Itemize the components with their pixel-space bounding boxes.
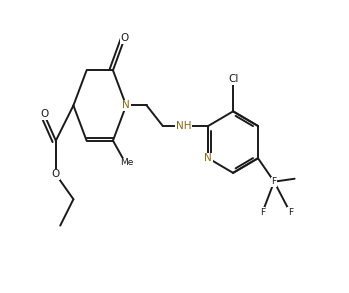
Text: O: O [120, 33, 129, 43]
Text: F: F [272, 177, 277, 186]
Text: N: N [122, 100, 130, 110]
Text: O: O [40, 109, 48, 119]
Text: Me: Me [120, 158, 133, 167]
Text: F: F [260, 208, 265, 217]
Text: NH: NH [176, 121, 191, 131]
Text: O: O [52, 169, 60, 179]
Text: F: F [288, 208, 293, 217]
Text: N: N [204, 153, 212, 163]
Text: Cl: Cl [228, 74, 238, 84]
